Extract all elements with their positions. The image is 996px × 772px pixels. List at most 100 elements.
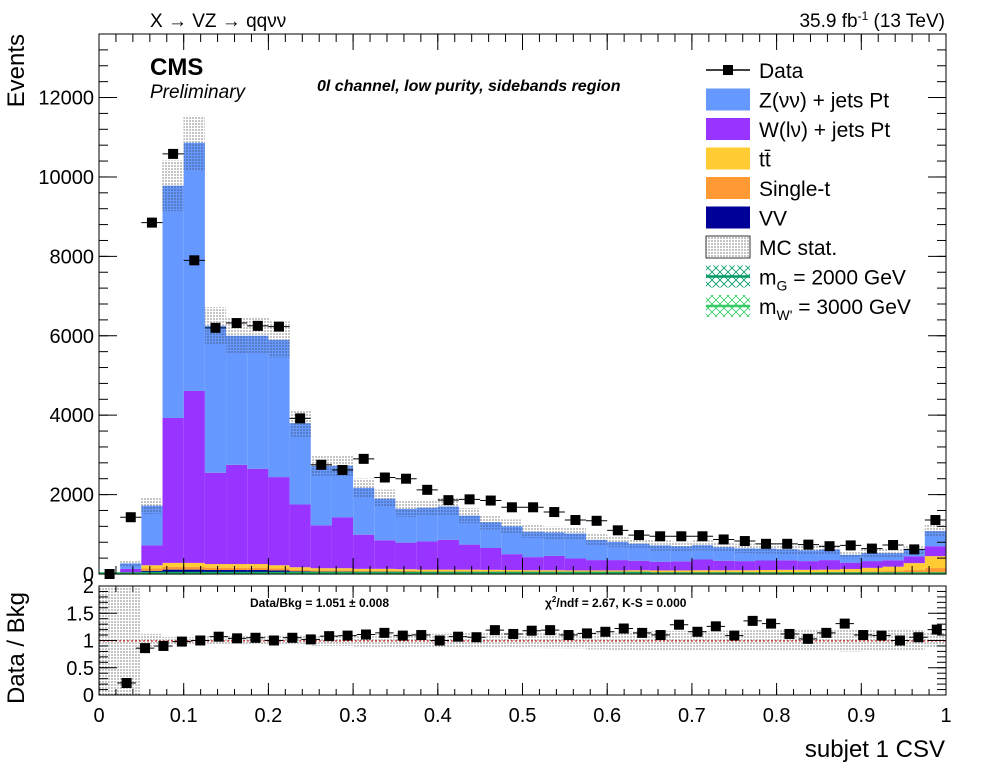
bar-zjets [755, 548, 777, 561]
ratio-point [618, 623, 629, 634]
ratio-point [121, 678, 132, 689]
ratio-point [710, 621, 721, 632]
bar-wjets [903, 556, 925, 564]
ratio-stat-bin [120, 586, 142, 695]
bar-ttbar [331, 568, 354, 571]
bar-zjets [289, 423, 311, 505]
bar-singlet [437, 571, 459, 573]
bar-ttbar [310, 568, 332, 571]
mc-stat-bin [543, 526, 565, 539]
bar-singlet [204, 567, 227, 571]
legend: Data Z(νν) + jets Pt W(lν) + jets Pt tt̄ Sin… [705, 60, 911, 323]
ratio-point [250, 632, 261, 643]
ratio-point [913, 632, 924, 643]
ratio-point [140, 643, 151, 654]
bar-ttbar [903, 563, 925, 570]
ratio-point [434, 635, 445, 646]
ratio-stat-bin [331, 634, 354, 647]
bar-ttbar [501, 570, 523, 572]
bar-wjets [691, 559, 714, 571]
bar-singlet [331, 570, 354, 572]
legend-label: mW' = 3000 GeV [759, 296, 911, 323]
data-point [528, 502, 539, 513]
bar-zjets [395, 508, 417, 543]
bar-wjets [861, 561, 883, 568]
mc-stat-bin [734, 543, 756, 554]
ratio-point [563, 630, 574, 641]
cms-label: CMS [150, 54, 203, 81]
bar-wjets [924, 546, 946, 557]
bar-wjets [331, 517, 354, 569]
data-point [295, 413, 306, 424]
data-point [273, 321, 284, 332]
bar-zjets [331, 465, 354, 518]
bar-ttbar [141, 565, 163, 569]
bar-singlet [268, 568, 290, 571]
data-point [697, 531, 708, 542]
bar-ttbar [226, 564, 248, 568]
bar-zjets [247, 335, 269, 469]
bar-singlet [183, 566, 205, 570]
bar-zjets [416, 507, 438, 542]
mc-stat-bin [353, 478, 375, 498]
legend-swatch-singlet [706, 177, 750, 199]
bar-wjets [226, 464, 248, 565]
bar-ttbar [543, 570, 565, 572]
mc-stat-bin [713, 542, 735, 552]
ratio-y-tick-label: 0.5 [66, 658, 94, 680]
legend-label: Data [759, 60, 804, 83]
bar-wjets [649, 561, 671, 571]
data-point [930, 515, 941, 525]
bar-zjets [226, 335, 248, 465]
data-point [845, 540, 856, 551]
data-points [99, 148, 946, 579]
data-point [316, 459, 327, 470]
ratio-point [931, 624, 942, 635]
ratio-point [176, 636, 187, 647]
data-point [655, 531, 666, 542]
data-point [422, 484, 433, 495]
bar-zjets [564, 533, 587, 559]
legend-swatch-zjets [706, 88, 750, 111]
data-point [718, 534, 729, 545]
data-point [612, 525, 623, 536]
data-bkg-label: Data/Bkg = 1.051 ± 0.008 [250, 596, 389, 610]
ratio-y-tick-label: 1 [83, 631, 94, 653]
x-tick-label: 0.7 [678, 705, 706, 727]
bar-singlet [458, 571, 481, 573]
data-point [549, 507, 560, 518]
ratio-point [747, 615, 758, 626]
bar-wjets [162, 417, 184, 563]
mc-stat-bin [226, 317, 248, 355]
bar-ttbar [586, 570, 608, 572]
bar-ttbar [691, 570, 714, 573]
bar-wjets [268, 477, 290, 566]
data-point [909, 544, 920, 555]
mc-stat-bin [268, 321, 290, 358]
ratio-point [729, 630, 740, 641]
mc-stat-bin [247, 317, 269, 355]
mc-stat-bin [882, 548, 904, 558]
bar-ttbar [183, 562, 205, 567]
mc-stat-bin [501, 519, 523, 534]
bar-wjets [374, 540, 396, 569]
bar-zjets [204, 325, 227, 473]
mc-stat-bin [586, 534, 608, 546]
ratio-point [508, 628, 519, 639]
mc-stat-bin [374, 489, 396, 508]
bar-wjets [437, 539, 459, 570]
bar-ttbar [670, 570, 692, 573]
bar-ttbar [628, 570, 650, 572]
mc-stat-bin [670, 541, 692, 552]
ratio-point [416, 630, 427, 641]
ratio-point [342, 630, 353, 641]
bar-ttbar [818, 569, 841, 573]
bar-zjets [162, 185, 184, 418]
bar-wjets [395, 542, 417, 570]
data-point [168, 148, 179, 159]
ratio-point [802, 633, 813, 644]
legend-swatch-vv [706, 206, 750, 229]
data-point [189, 255, 200, 266]
mc-stat-bin [776, 544, 798, 554]
main-axis-ticks: 0 2000 4000 6000 8000 10000 12000 0 0.1 0.2 0.3 0.4… [38, 33, 952, 727]
